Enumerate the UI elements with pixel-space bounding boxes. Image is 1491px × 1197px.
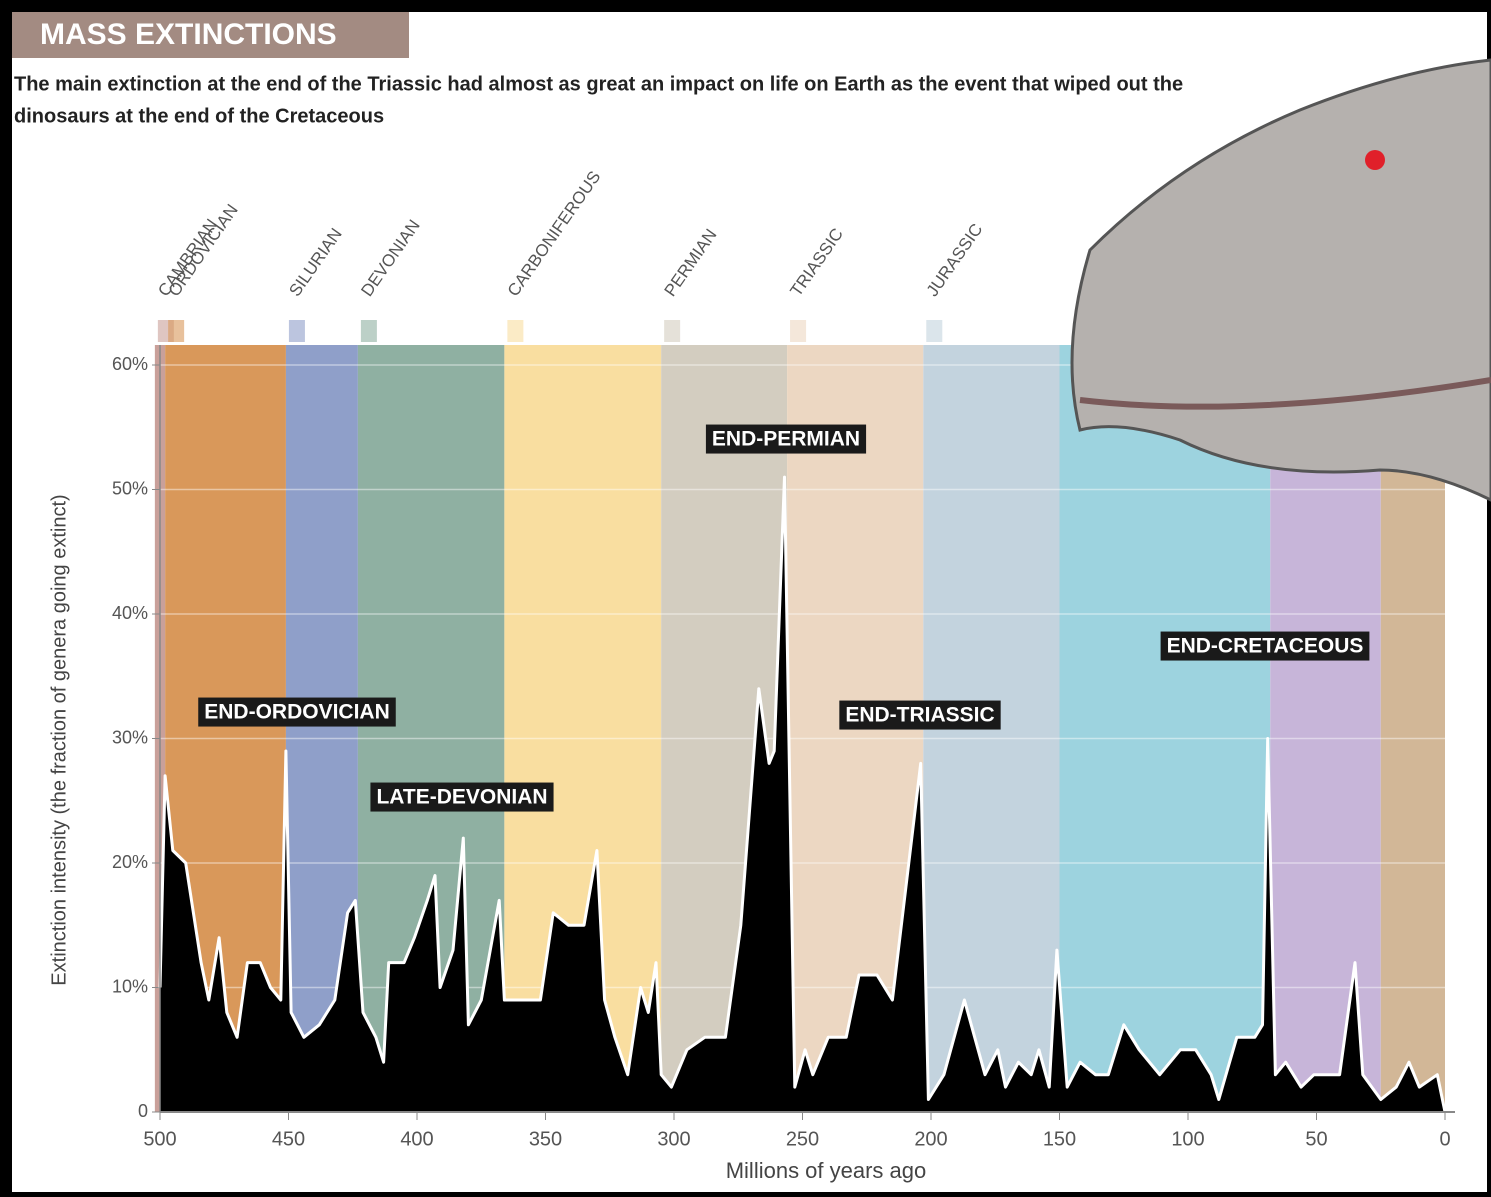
x-axis-label: Millions of years ago (726, 1158, 927, 1183)
annotation-label: END-PERMIAN (712, 428, 860, 451)
y-tick-label: 60% (112, 354, 148, 374)
y-tick-label: 40% (112, 603, 148, 623)
x-tick-label: 250 (786, 1128, 819, 1150)
x-tick-label: 500 (143, 1128, 176, 1150)
subtitle: dinosaurs at the end of the Cretaceous (14, 105, 384, 127)
chart-title: MASS EXTINCTIONS (40, 18, 337, 51)
dinosaur-illustration (1070, 58, 1491, 502)
period-marker (664, 320, 681, 342)
x-tick-label: 200 (914, 1128, 947, 1150)
period-marker (507, 320, 524, 342)
x-tick-label: 350 (529, 1128, 562, 1150)
annotation-box (705, 424, 867, 454)
extinction-area (160, 477, 1445, 1113)
annotation-label: END-TRIASSIC (845, 704, 994, 727)
annotation-box (198, 697, 396, 727)
period-marker (288, 320, 305, 342)
period-marker (926, 320, 943, 342)
dinosaur-eye (1365, 150, 1385, 170)
annotation-label: LATE-DEVONIAN (376, 786, 547, 809)
annotation-box (839, 700, 1001, 730)
dinosaur-jaw (1079, 377, 1491, 410)
y-tick-label: 0 (138, 1101, 148, 1121)
y-tick-label: 20% (112, 852, 148, 872)
dinosaur-head (1070, 58, 1491, 502)
period-marker (790, 320, 807, 342)
x-tick-label: 300 (657, 1128, 690, 1150)
x-tick-label: 400 (400, 1128, 433, 1150)
y-tick-label: 30% (112, 727, 148, 747)
x-tick-label: 0 (1439, 1128, 1450, 1150)
annotation-box (370, 782, 554, 812)
x-tick-label: 50 (1305, 1128, 1327, 1150)
period-band (1059, 345, 1271, 1112)
x-tick-label: 450 (272, 1128, 305, 1150)
y-tick-label: 10% (112, 976, 148, 996)
x-tick-label: 150 (1043, 1128, 1076, 1150)
annotation-label: END-CRETACEOUS (1167, 635, 1364, 658)
y-axis-label: Extinction intensity (the fraction of ge… (48, 494, 70, 985)
title-box (12, 12, 409, 58)
period-marker (360, 320, 377, 342)
y-tick-label: 50% (112, 478, 148, 498)
annotation-label: END-ORDOVICIAN (204, 701, 390, 724)
period-marker (168, 320, 185, 342)
subtitle: The main extinction at the end of the Tr… (14, 73, 1183, 95)
extinction-outline (158, 475, 1447, 1113)
x-tick-label: 100 (1171, 1128, 1204, 1150)
annotation-box (1160, 631, 1370, 661)
